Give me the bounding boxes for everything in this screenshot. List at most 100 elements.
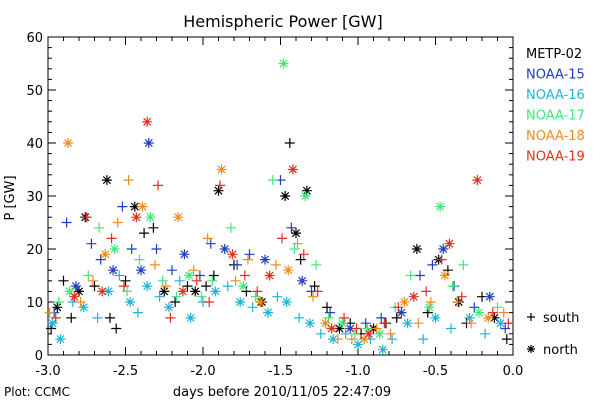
north-point-marker [173, 212, 184, 223]
north-point-marker [131, 212, 142, 223]
north-point-marker [402, 318, 413, 329]
south-point-marker [349, 328, 360, 339]
south-point-marker [323, 312, 334, 323]
south-point-marker [415, 270, 425, 281]
south-point-marker [58, 275, 69, 286]
south-point-marker [270, 259, 281, 270]
south-point-marker [346, 334, 357, 345]
north-point-marker [297, 275, 308, 286]
south-point-marker [201, 281, 212, 292]
south-point-marker [295, 254, 306, 265]
legend-entry: NOAA-15 [526, 68, 585, 83]
north-point-marker [353, 339, 363, 350]
north-point-marker [472, 175, 483, 186]
south-point-marker [153, 180, 164, 191]
south-point-marker [294, 312, 305, 323]
south-point-marker [120, 275, 131, 286]
south-point-marker [86, 238, 97, 249]
south-point-marker [487, 307, 498, 318]
north-point-marker [473, 307, 484, 318]
north-point-marker [278, 58, 289, 69]
north-point-marker [424, 302, 435, 313]
south-point-marker [360, 318, 371, 329]
south-point-marker [81, 212, 92, 223]
north-point-marker [287, 164, 298, 175]
north-point-marker [326, 323, 337, 334]
south-point-marker [208, 270, 219, 281]
south-point-marker [308, 291, 319, 302]
north-point-marker [177, 286, 188, 297]
north-point-marker [411, 244, 422, 254]
south-point-marker [466, 318, 477, 329]
north-point-marker [396, 307, 407, 318]
south-point-marker [340, 328, 351, 339]
south-point-marker [446, 323, 456, 334]
legend-entry: NOAA-18 [526, 129, 585, 144]
north-point-marker [260, 254, 270, 265]
south-point-marker [61, 217, 72, 228]
south-point-marker [191, 275, 202, 286]
north-point-marker [374, 328, 385, 339]
south-point-marker [117, 201, 128, 212]
north-point-marker [495, 318, 506, 329]
north-point-marker [263, 307, 274, 318]
north-point-marker [408, 291, 419, 302]
x-tick-label: -0.5 [423, 364, 448, 379]
south-point-marker [222, 281, 233, 292]
south-point-marker [413, 318, 424, 329]
south-point-marker [92, 312, 103, 323]
south-point-marker [427, 259, 438, 270]
north-point-marker [142, 281, 153, 292]
north-point-marker [484, 291, 495, 302]
north-point-marker [143, 138, 154, 148]
north-point-marker [137, 201, 148, 212]
north-point-marker [377, 344, 388, 355]
south-point-marker [242, 254, 253, 265]
north-point-marker [55, 334, 66, 345]
north-point-marker [47, 318, 58, 329]
north-point-marker [334, 323, 345, 334]
north-point-marker [108, 265, 119, 276]
north-point-marker [280, 191, 291, 201]
y-tick-label: 0 [35, 349, 43, 364]
south-point-marker [87, 275, 98, 286]
south-point-marker [418, 334, 429, 345]
south-point-marker [458, 259, 469, 270]
south-point-marker [182, 281, 193, 292]
north-point-marker [74, 286, 84, 297]
north-point-marker [136, 265, 146, 276]
north-point-marker [300, 191, 311, 201]
south-point-marker [151, 244, 162, 254]
south-point-marker [322, 302, 332, 313]
south-point-marker [272, 291, 283, 302]
south-point-marker [204, 297, 215, 307]
south-point-marker [167, 265, 177, 276]
legend-entry: NOAA-16 [526, 88, 585, 103]
south-point-marker [267, 175, 278, 186]
south-point-marker [292, 238, 303, 249]
south-point-marker [480, 328, 491, 339]
south-point-marker [339, 312, 350, 323]
north-point-marker [163, 302, 174, 313]
y-tick-label: 30 [26, 190, 43, 205]
north-point-marker [489, 312, 500, 323]
south-point-marker [160, 281, 171, 292]
south-point-marker [447, 281, 458, 292]
north-point-marker [304, 318, 315, 329]
south-point-marker [112, 217, 123, 228]
north-point-marker [430, 312, 441, 323]
north-point-marker [320, 318, 331, 329]
south-point-marker [436, 254, 447, 265]
south-point-marker [188, 265, 199, 276]
x-tick-label: -1.0 [345, 364, 370, 379]
south-point-marker [503, 318, 514, 329]
south-point-marker [244, 249, 255, 260]
north-point-marker [179, 249, 190, 260]
south-point-marker [371, 323, 382, 334]
north-point-marker [159, 286, 170, 297]
south-point-marker [391, 312, 402, 323]
south-point-marker [379, 318, 390, 329]
south-point-marker [230, 275, 241, 286]
south-point-marker [492, 302, 503, 313]
south-point-marker [277, 233, 288, 244]
